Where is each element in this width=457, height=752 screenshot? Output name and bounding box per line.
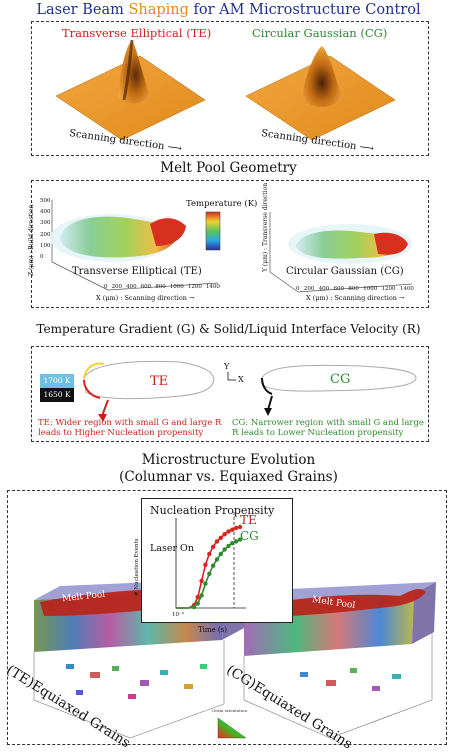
z-tick: 0 — [40, 253, 44, 260]
data-point-cg — [207, 571, 212, 576]
axis-y-label: Y — [224, 362, 230, 371]
data-point-te — [218, 535, 223, 540]
data-point-te — [230, 527, 235, 532]
series-label-te: TE — [240, 513, 257, 527]
z-tick: 400 — [40, 209, 51, 216]
chart-title: Nucleation Propensity — [150, 504, 275, 517]
x-tick: 400 — [318, 286, 330, 292]
data-point-cg — [237, 537, 243, 542]
data-point-cg — [195, 601, 200, 606]
z-tick: 300 — [40, 220, 51, 227]
cg-pool-caption: Circular Gaussian (CG) — [286, 266, 404, 277]
data-point-te — [210, 544, 216, 549]
z-tick-list-left: 500 400 300 200 100 0 — [40, 198, 52, 260]
microstructure-panel — [7, 490, 447, 745]
legend-1700k: 1700 K — [40, 374, 74, 388]
x-tick: 1400 — [205, 284, 220, 290]
data-point-cg — [218, 551, 223, 557]
chart-xlabel: Time (s) — [198, 626, 227, 634]
micro-heading-line2: (Columnar vs. Equiaxed Grains) — [119, 469, 338, 485]
x-tick: 1000 — [363, 286, 378, 292]
te-contour-tag: TE — [150, 374, 169, 389]
data-point-te — [222, 532, 227, 537]
series-line-te — [176, 526, 241, 609]
x-axis-label-right: X (μm) : Scanning direction → — [306, 294, 405, 302]
x-tick: 800 — [155, 284, 166, 290]
data-point-cg — [222, 547, 227, 552]
melt-pool-panel — [31, 180, 429, 308]
te-note: TE: Wider region with small G and large … — [38, 418, 222, 438]
data-point-cg — [226, 543, 231, 549]
chart-x-tick: 10⁻⁵ — [172, 612, 185, 618]
micro-heading-line1: Microstructure Evolution — [141, 452, 316, 468]
x-tick: 800 — [348, 286, 359, 292]
z-tick: 200 — [40, 231, 51, 238]
data-point-te — [207, 551, 212, 557]
x-tick: 1200 — [381, 286, 396, 292]
cg-note: CG: Narrower region with small G and lar… — [232, 418, 424, 438]
data-point-te — [233, 525, 239, 531]
title-part-2: Shaping — [128, 2, 189, 18]
x-tick: 1400 — [399, 286, 414, 292]
melt-pool-heading: Melt Pool Geometry — [160, 160, 297, 176]
orientation-triangle-label: Grain orientation — [212, 708, 248, 713]
x-axis-label-left: X (μm) : Scanning direction → — [96, 294, 195, 302]
x-tick: 400 — [126, 284, 137, 290]
gradient-panel — [31, 346, 429, 442]
chart-annotation: Laser On — [150, 543, 194, 554]
x-tick: 600 — [333, 286, 345, 292]
series-label-cg: CG — [240, 529, 259, 543]
chart-axes — [175, 518, 246, 609]
data-point-cg — [210, 563, 216, 568]
data-point-te — [203, 562, 208, 567]
title-part-3: for AM Microstructure Control — [193, 2, 421, 18]
laser-shape-panel — [31, 21, 429, 156]
data-point-cg — [203, 581, 208, 586]
gradient-heading: Temperature Gradient (G) & Solid/Liquid … — [36, 322, 421, 336]
data-point-cg — [230, 541, 235, 546]
legend-1650k: 1650 K — [40, 388, 74, 402]
te-pool-caption: Transverse Elliptical (TE) — [72, 266, 202, 277]
series-line-cg — [176, 538, 241, 609]
z-tick: 500 — [40, 198, 51, 204]
cg-beam-surface — [245, 46, 396, 141]
data-point-te — [195, 595, 200, 600]
x-tick: 0 — [296, 286, 300, 292]
data-point-cg — [214, 557, 220, 562]
x-tick: 200 — [303, 286, 315, 292]
x-tick: 1000 — [169, 284, 184, 290]
x-tick: 0 — [104, 284, 108, 290]
x-tick: 200 — [111, 284, 123, 290]
data-point-te — [199, 578, 204, 584]
data-point-te — [237, 524, 243, 530]
x-tick-list-left: 0 200 400 600 800 1000 1200 1400 — [104, 284, 220, 290]
cg-contour-tag: CG — [330, 372, 351, 387]
figure-title: Laser Beam Shaping for AM Microstructure… — [0, 2, 457, 18]
data-point-te — [226, 529, 231, 534]
data-point-te — [214, 539, 220, 544]
axis-x-label: X — [238, 375, 244, 384]
colorbar-title: Temperature (K) — [186, 199, 258, 209]
data-point-cg — [191, 604, 197, 610]
te-beam-label: Transverse Elliptical (TE) — [62, 26, 212, 40]
z-tick: 100 — [40, 242, 51, 249]
te-beam-surface — [55, 39, 206, 141]
title-part-1: Laser Beam — [36, 2, 124, 18]
data-point-cg — [233, 539, 239, 544]
x-tick-list-right: 0 200 400 600 800 1000 1200 1400 — [296, 286, 414, 292]
x-tick: 1200 — [187, 284, 202, 290]
x-tick: 600 — [140, 284, 152, 290]
data-point-cg — [199, 593, 204, 598]
cg-beam-label: Circular Gaussian (CG) — [252, 26, 388, 40]
